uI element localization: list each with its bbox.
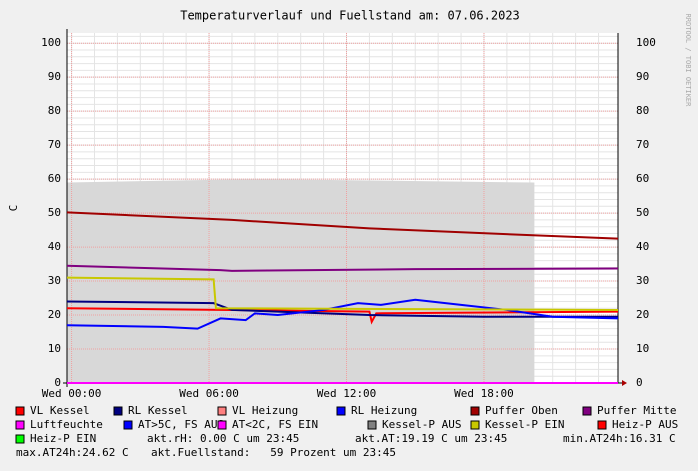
y2-tick-label: 20 (636, 308, 649, 321)
legend-label: VL Heizung (232, 404, 298, 417)
y2-tick-label: 50 (636, 206, 649, 219)
legend-label: Puffer Oben (485, 404, 558, 417)
note: max.AT24h:24.62 C (16, 446, 129, 459)
y-tick-label: 80 (48, 104, 61, 117)
legend-label: Kessel-P EIN (485, 418, 564, 431)
watermark: RRDTOOL / TOBI OETIKER (684, 14, 692, 108)
x-tick-label: Wed 12:00 (317, 387, 377, 400)
legend-swatch (15, 406, 25, 416)
y2-tick-label: 30 (636, 274, 649, 287)
legend-swatch (336, 406, 346, 416)
legend-swatch (15, 420, 25, 430)
series-line (66, 307, 619, 325)
legend-swatch (367, 420, 377, 430)
note: akt.AT:19.19 C um 23:45 (355, 432, 507, 445)
y-tick-label: 50 (48, 206, 61, 219)
y-tick-label: 0 (54, 376, 61, 389)
y-tick-label: 10 (48, 342, 61, 355)
legend-label: AT>5C, FS AUS (138, 418, 224, 431)
series-line (66, 264, 619, 272)
legend-label: VL Kessel (30, 404, 90, 417)
series-line (66, 211, 619, 240)
note: akt.Fuellstand: 59 Prozent um 23:45 (151, 446, 396, 459)
y-tick-label: 70 (48, 138, 61, 151)
y-tick-label: 100 (41, 36, 61, 49)
legend-label: RL Heizung (351, 404, 417, 417)
legend-swatch (582, 406, 592, 416)
y2-tick-label: 100 (636, 36, 656, 49)
legend-swatch (470, 406, 480, 416)
x-tick-label: Wed 00:00 (42, 387, 102, 400)
y2-tick-label: 70 (636, 138, 649, 151)
y-tick-label: 30 (48, 274, 61, 287)
series-line (66, 298, 619, 330)
y2-tick-label: 40 (636, 240, 649, 253)
axis-arrow (622, 380, 627, 386)
y2-tick-label: 10 (636, 342, 649, 355)
legend-swatch (217, 420, 227, 430)
note: akt.rH: 0.00 C um 23:45 (147, 432, 299, 445)
y2-tick-label: 80 (636, 104, 649, 117)
y2-tick-label: 0 (636, 376, 643, 389)
chart-title: Temperaturverlauf und Fuellstand am: 07.… (180, 9, 520, 23)
y-tick-label: 20 (48, 308, 61, 321)
legend-swatch (470, 420, 480, 430)
x-tick-label: Wed 06:00 (179, 387, 239, 400)
legend-label: Heiz-P AUS (612, 418, 678, 431)
x-tick-label: Wed 18:00 (454, 387, 514, 400)
y2-tick-label: 90 (636, 70, 649, 83)
y2-tick-label: 60 (636, 172, 649, 185)
legend-label: Heiz-P EIN (30, 432, 96, 445)
legend-swatch (15, 434, 25, 444)
series-line (66, 276, 619, 311)
legend-label: Kessel-P AUS (382, 418, 461, 431)
legend-swatch (123, 420, 133, 430)
legend-label: AT<2C, FS EIN (232, 418, 318, 431)
note: min.AT24h:16.31 C (563, 432, 676, 445)
legend-label: RL Kessel (128, 404, 188, 417)
y-tick-label: 60 (48, 172, 61, 185)
legend-swatch (217, 406, 227, 416)
legend-label: Puffer Mitte (597, 404, 676, 417)
y-tick-label: 40 (48, 240, 61, 253)
legend-swatch (597, 420, 607, 430)
y-tick-label: 90 (48, 70, 61, 83)
y-axis-label: C (7, 205, 20, 212)
legend-swatch (113, 406, 123, 416)
legend-label: Luftfeuchte (30, 418, 103, 431)
